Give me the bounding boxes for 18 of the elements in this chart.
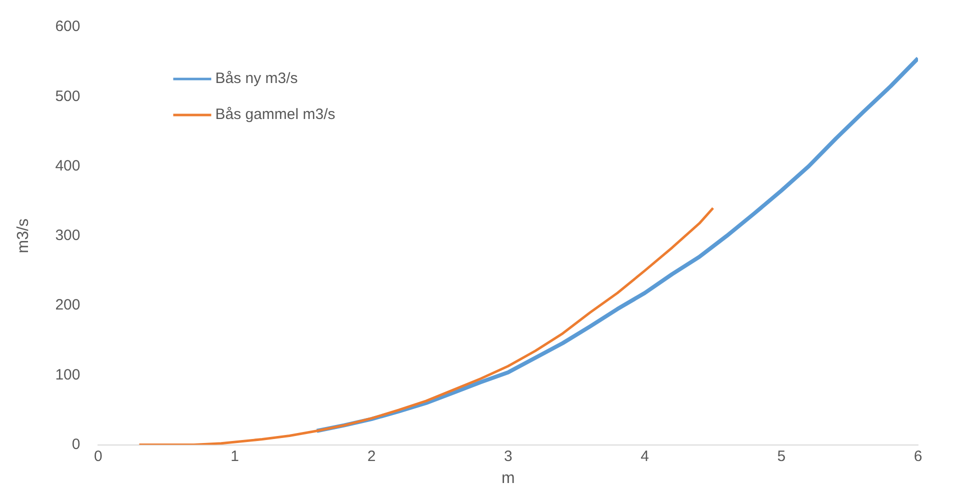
legend-label: Bås gammel m3/s bbox=[215, 106, 336, 124]
y-tick-label: 100 bbox=[55, 366, 80, 384]
y-axis-title: m3/s bbox=[15, 218, 32, 254]
x-tick-label: 6 bbox=[914, 448, 922, 465]
x-tick-label: 3 bbox=[504, 448, 512, 465]
legend-label: Bås ny m3/s bbox=[215, 70, 298, 88]
y-tick-label: 400 bbox=[55, 157, 80, 174]
x-tick-label: 4 bbox=[640, 448, 649, 465]
x-tick-label: 1 bbox=[230, 448, 240, 465]
y-tick-label: 600 bbox=[55, 18, 80, 36]
y-tick-label: 300 bbox=[55, 227, 80, 244]
x-tick-label: 2 bbox=[367, 448, 376, 465]
y-tick-label: 500 bbox=[55, 88, 80, 105]
y-tick-label: 200 bbox=[55, 296, 80, 314]
y-tick-label: 0 bbox=[72, 436, 80, 453]
x-axis-title: m bbox=[501, 470, 515, 487]
x-tick-label: 5 bbox=[777, 448, 786, 465]
x-tick-label: 0 bbox=[94, 448, 102, 465]
